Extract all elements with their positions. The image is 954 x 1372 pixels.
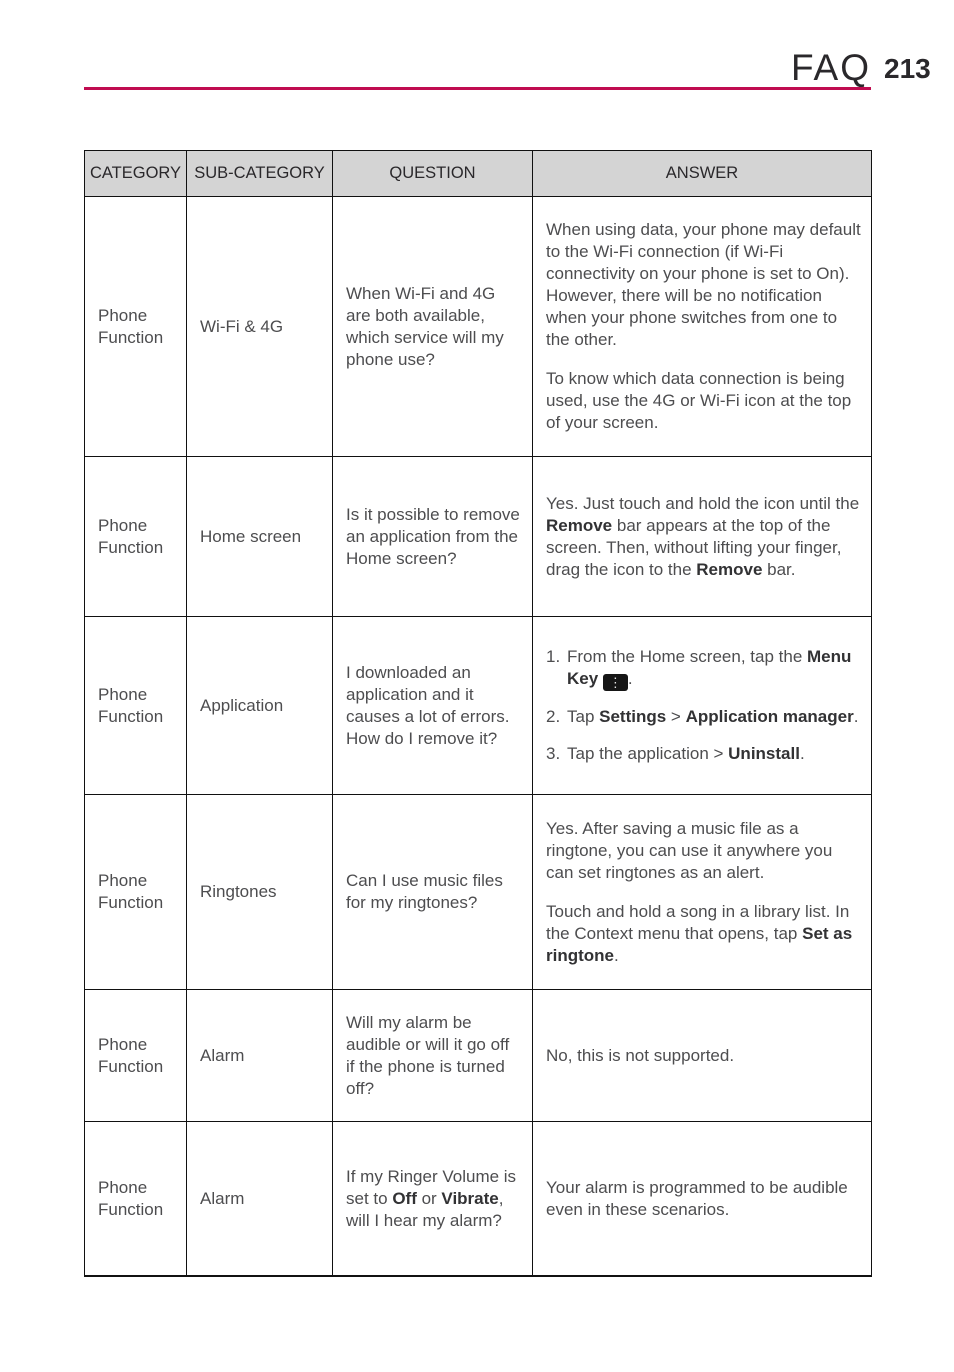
sub-category-cell: Wi-Fi & 4G — [186, 196, 333, 457]
answer-cell: Your alarm is programmed to be audible e… — [532, 1121, 872, 1277]
question-cell: Can I use music files for my ringtones? — [332, 794, 533, 990]
paragraph: To know which data connection is being u… — [546, 368, 861, 434]
sub-category-cell: Alarm — [186, 1121, 333, 1277]
text-run: bar appears at the top of the screen. Th… — [546, 515, 842, 579]
text-run: Can I use music files for my ringtones? — [346, 871, 503, 912]
answer-cell: Yes. After saving a music file as a ring… — [532, 794, 872, 990]
question-cell: When Wi-Fi and 4G are both available, wh… — [332, 196, 533, 457]
paragraph: Touch and hold a song in a library list.… — [546, 901, 861, 967]
sub-category-cell: Ringtones — [186, 794, 333, 990]
text-run: From the Home screen, tap the — [567, 647, 807, 666]
text-run: . — [627, 669, 633, 688]
answer-cell: Yes. Just touch and hold the icon until … — [532, 456, 872, 617]
category-cell: Phone Function — [84, 616, 187, 795]
text-run: To know which data connection is being u… — [546, 369, 852, 432]
page-title: FAQ — [790, 47, 871, 88]
category-cell: Phone Function — [84, 794, 187, 990]
bold-text: Set as ringtone — [546, 923, 853, 965]
bold-text: Uninstall — [728, 744, 800, 763]
list-item: 3. Tap the application > Uninstall. — [546, 743, 861, 765]
bold-text: Vibrate — [441, 1188, 499, 1208]
paragraph: Yes. Just touch and hold the icon until … — [546, 493, 861, 581]
text-run: Tap the application > — [567, 744, 729, 763]
menu-key-icon: ⋮ — [602, 674, 628, 691]
header-row: CATEGORY SUB-CATEGORY QUESTION ANSWER — [84, 150, 872, 197]
text-run: Your alarm is programmed to be audible e… — [546, 1177, 848, 1219]
text-run: > — [666, 707, 686, 726]
text-run: Is it possible to remove an application … — [346, 504, 520, 568]
paragraph: When Wi-Fi and 4G are both available, wh… — [346, 283, 522, 371]
paragraph: No, this is not supported. — [546, 1045, 861, 1067]
question-cell: If my Ringer Volume is set to Off or Vib… — [332, 1121, 533, 1277]
question-cell: Is it possible to remove an application … — [332, 456, 533, 617]
column-header-answer: ANSWER — [532, 150, 872, 197]
text-run: If my Ringer Volume is set to — [346, 1166, 517, 1208]
paragraph: Yes. After saving a music file as a ring… — [546, 818, 861, 884]
table-header: CATEGORY SUB-CATEGORY QUESTION ANSWER — [84, 150, 872, 197]
text-run: or — [416, 1188, 442, 1208]
text-run: . — [853, 707, 859, 726]
list-item: 2. Tap Settings > Application manager. — [546, 706, 861, 728]
list-number: 1. — [546, 647, 561, 666]
bold-text: Menu Key — [567, 647, 852, 688]
column-header-category: CATEGORY — [84, 150, 187, 197]
table-row: Phone Function Ringtones Can I use music… — [84, 794, 872, 990]
bold-text: Application manager — [685, 707, 854, 726]
paragraph: Will my alarm be audible or will it go o… — [346, 1012, 522, 1100]
text-run: . — [614, 945, 619, 965]
list-number: 2. — [546, 707, 561, 726]
list-number: 3. — [546, 744, 561, 763]
text-run: . — [799, 744, 805, 763]
answer-cell: 1. From the Home screen, tap the Menu Key… — [532, 616, 872, 795]
text-run: , will I hear my alarm? — [346, 1188, 504, 1230]
category-cell: Phone Function — [84, 196, 187, 457]
category-cell: Phone Function — [84, 456, 187, 617]
bold-text: Remove — [696, 559, 763, 579]
text-run: Will my alarm be audible or will it go o… — [346, 1012, 510, 1098]
text-run: Tap — [567, 707, 600, 726]
text-run: I downloaded an application and it cause… — [346, 662, 510, 748]
question-cell: I downloaded an application and it cause… — [332, 616, 533, 795]
paragraph: Is it possible to remove an application … — [346, 504, 522, 570]
list-item: 1. From the Home screen, tap the Menu Key… — [546, 646, 861, 691]
table-row: Phone Function Alarm Will my alarm be au… — [84, 989, 872, 1122]
text-run: Touch and hold a song in a library list.… — [546, 901, 850, 943]
paragraph: Your alarm is programmed to be audible e… — [546, 1177, 861, 1221]
category-cell: Phone Function — [84, 1121, 187, 1277]
header-rule — [84, 87, 871, 90]
category-cell: Phone Function — [84, 989, 187, 1122]
text-run: When using data, your phone may default … — [546, 220, 861, 349]
sub-category-cell: Alarm — [186, 989, 333, 1122]
paragraph: If my Ringer Volume is set to Off or Vib… — [346, 1166, 522, 1232]
bold-text: Remove — [546, 515, 613, 535]
paragraph: Can I use music files for my ringtones? — [346, 870, 522, 914]
column-header-sub-category: SUB-CATEGORY — [186, 150, 333, 197]
text-run: bar. — [762, 559, 796, 579]
question-cell: Will my alarm be audible or will it go o… — [332, 989, 533, 1122]
page-number: 213 — [884, 53, 931, 84]
table-row: Phone Function Alarm If my Ringer Volume… — [84, 1121, 872, 1277]
paragraph: I downloaded an application and it cause… — [346, 662, 522, 750]
table-row: Phone Function Application I downloaded … — [84, 616, 872, 795]
table-row: Phone Function Wi-Fi & 4G When Wi-Fi and… — [84, 196, 872, 457]
column-header-question: QUESTION — [332, 150, 533, 197]
paragraph: When using data, your phone may default … — [546, 219, 861, 351]
answer-cell: No, this is not supported. — [532, 989, 872, 1122]
text-run: When Wi-Fi and 4G are both available, wh… — [346, 283, 504, 369]
text-run: Yes. Just touch and hold the icon until … — [546, 493, 860, 513]
answer-cell: When using data, your phone may default … — [532, 196, 872, 457]
bold-text: Off — [392, 1188, 417, 1208]
bold-text: Settings — [599, 707, 667, 726]
text-run: Yes. After saving a music file as a ring… — [546, 818, 833, 882]
sub-category-cell: Application — [186, 616, 333, 795]
faq-table: CATEGORY SUB-CATEGORY QUESTION ANSWER Ph… — [84, 150, 872, 1277]
table-row: Phone Function Home screen Is it possibl… — [84, 456, 872, 617]
text-run: No, this is not supported. — [546, 1045, 735, 1065]
sub-category-cell: Home screen — [186, 456, 333, 617]
